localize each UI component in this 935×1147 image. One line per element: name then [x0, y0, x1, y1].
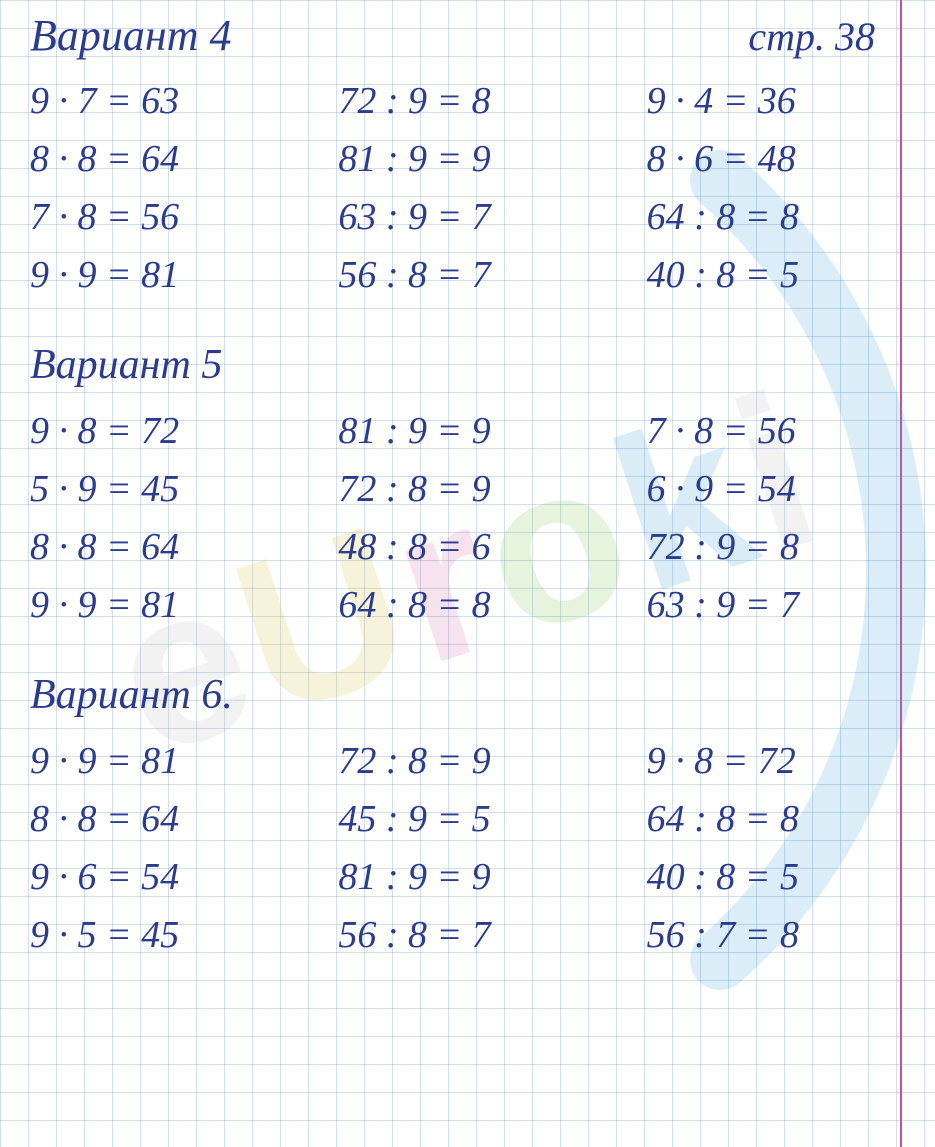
equation: 6 · 9 = 54 [647, 467, 895, 511]
equation: 8 · 8 = 64 [30, 525, 278, 569]
equation: 9 · 7 = 63 [30, 79, 278, 123]
equation: 72 : 8 = 9 [338, 467, 586, 511]
equation: 8 · 8 = 64 [30, 797, 278, 841]
equation: 56 : 8 = 7 [338, 913, 586, 957]
equation: 9 · 8 = 72 [647, 739, 895, 783]
page-content: Вариант 4 стр. 38 9 · 7 = 63 8 · 8 = 64 … [0, 0, 935, 1147]
equation: 9 · 5 = 45 [30, 913, 278, 957]
variant-4-title: Вариант 4 [30, 10, 231, 61]
equation: 56 : 7 = 8 [647, 913, 895, 957]
variant-6-col-3: 9 · 8 = 72 64 : 8 = 8 40 : 8 = 5 56 : 7 … [647, 739, 895, 957]
equation: 63 : 9 = 7 [647, 583, 895, 627]
equation: 63 : 9 = 7 [338, 195, 586, 239]
equation: 9 · 9 = 81 [30, 583, 278, 627]
variant-6-columns: 9 · 9 = 81 8 · 8 = 64 9 · 6 = 54 9 · 5 =… [30, 739, 895, 957]
variant-6-title: Вариант 6. [30, 671, 895, 719]
equation: 45 : 9 = 5 [338, 797, 586, 841]
equation: 9 · 9 = 81 [30, 739, 278, 783]
equation: 7 · 8 = 56 [647, 409, 895, 453]
equation: 64 : 8 = 8 [338, 583, 586, 627]
equation: 9 · 8 = 72 [30, 409, 278, 453]
variant-4-col-2: 72 : 9 = 8 81 : 9 = 9 63 : 9 = 7 56 : 8 … [338, 79, 586, 297]
equation: 81 : 9 = 9 [338, 137, 586, 181]
equation: 9 · 9 = 81 [30, 253, 278, 297]
variant-5-title: Вариант 5 [30, 341, 895, 389]
equation: 72 : 8 = 9 [338, 739, 586, 783]
page-reference: стр. 38 [748, 13, 875, 60]
variant-5-col-3: 7 · 8 = 56 6 · 9 = 54 72 : 9 = 8 63 : 9 … [647, 409, 895, 627]
variant-6-block: Вариант 6. 9 · 9 = 81 8 · 8 = 64 9 · 6 =… [30, 671, 895, 957]
variant-4-col-1: 9 · 7 = 63 8 · 8 = 64 7 · 8 = 56 9 · 9 =… [30, 79, 278, 297]
variant-5-col-1: 9 · 8 = 72 5 · 9 = 45 8 · 8 = 64 9 · 9 =… [30, 409, 278, 627]
equation: 64 : 8 = 8 [647, 797, 895, 841]
equation: 8 · 8 = 64 [30, 137, 278, 181]
equation: 72 : 9 = 8 [647, 525, 895, 569]
page-header: Вариант 4 стр. 38 [30, 10, 895, 61]
equation: 40 : 8 = 5 [647, 253, 895, 297]
equation: 5 · 9 = 45 [30, 467, 278, 511]
variant-4-columns: 9 · 7 = 63 8 · 8 = 64 7 · 8 = 56 9 · 9 =… [30, 79, 895, 297]
variant-6-col-1: 9 · 9 = 81 8 · 8 = 64 9 · 6 = 54 9 · 5 =… [30, 739, 278, 957]
equation: 48 : 8 = 6 [338, 525, 586, 569]
variant-4-block: 9 · 7 = 63 8 · 8 = 64 7 · 8 = 56 9 · 9 =… [30, 79, 895, 297]
variant-6-col-2: 72 : 8 = 9 45 : 9 = 5 81 : 9 = 9 56 : 8 … [338, 739, 586, 957]
variant-5-columns: 9 · 8 = 72 5 · 9 = 45 8 · 8 = 64 9 · 9 =… [30, 409, 895, 627]
variant-5-col-2: 81 : 9 = 9 72 : 8 = 9 48 : 8 = 6 64 : 8 … [338, 409, 586, 627]
equation: 81 : 9 = 9 [338, 409, 586, 453]
variant-5-block: Вариант 5 9 · 8 = 72 5 · 9 = 45 8 · 8 = … [30, 341, 895, 627]
equation: 72 : 9 = 8 [338, 79, 586, 123]
equation: 56 : 8 = 7 [338, 253, 586, 297]
equation: 9 · 6 = 54 [30, 855, 278, 899]
equation: 8 · 6 = 48 [647, 137, 895, 181]
equation: 7 · 8 = 56 [30, 195, 278, 239]
equation: 64 : 8 = 8 [647, 195, 895, 239]
equation: 40 : 8 = 5 [647, 855, 895, 899]
equation: 81 : 9 = 9 [338, 855, 586, 899]
equation: 9 · 4 = 36 [647, 79, 895, 123]
variant-4-col-3: 9 · 4 = 36 8 · 6 = 48 64 : 8 = 8 40 : 8 … [647, 79, 895, 297]
